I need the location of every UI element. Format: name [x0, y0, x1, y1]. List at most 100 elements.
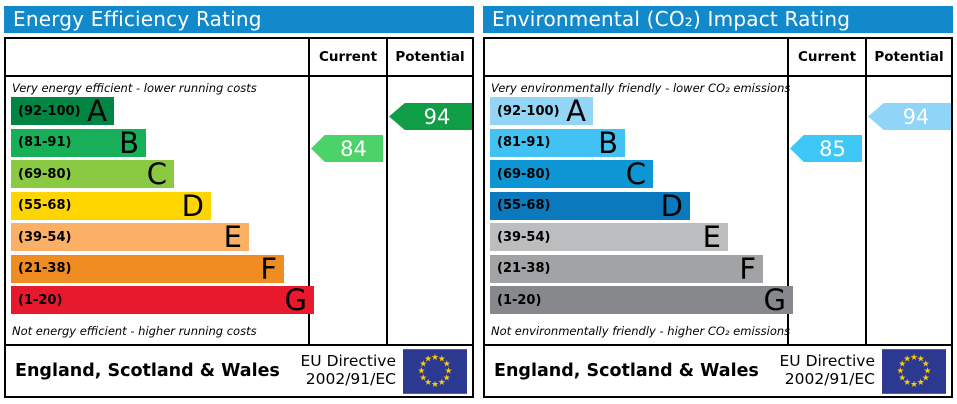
header-row — [6, 39, 472, 77]
column-divider — [308, 39, 310, 344]
svg-text:★: ★ — [922, 373, 930, 383]
rating-bands: (92-100) A (81-91) B (69-80) C (55-68) D… — [11, 97, 314, 318]
column-divider — [386, 39, 388, 344]
rating-band-b: (81-91) B — [490, 125, 625, 160]
band-letter: G — [284, 283, 307, 317]
rating-band-g: (1-20) G — [490, 283, 793, 317]
current-rating-value: 85 — [819, 136, 846, 161]
svg-text:★: ★ — [910, 380, 918, 390]
potential-rating-value: 94 — [902, 104, 930, 129]
svg-text:★: ★ — [897, 366, 905, 376]
current-rating-arrow: 85 — [790, 135, 862, 162]
rating-band-e: (39-54) E — [490, 220, 728, 254]
potential-rating-arrow: 94 — [389, 103, 472, 130]
eu-directive-line1: EU Directive — [779, 352, 876, 371]
rating-band-c: (69-80) C — [490, 157, 653, 191]
band-letter: E — [223, 220, 242, 254]
band-range-label: (81-91) — [497, 135, 551, 150]
svg-text:★: ★ — [438, 354, 446, 364]
potential-column-header: Potential — [874, 49, 944, 65]
rating-band-f: (21-38) F — [490, 251, 763, 286]
band-letter: A — [566, 94, 586, 128]
band-letter: C — [625, 157, 646, 191]
svg-text:★: ★ — [418, 366, 426, 376]
rating-band-e: (39-54) E — [11, 220, 249, 254]
potential-rating-value: 94 — [423, 104, 451, 129]
band-range-label: (81-91) — [18, 135, 72, 150]
band-letter: G — [763, 283, 786, 317]
svg-text:★: ★ — [431, 352, 439, 362]
band-letter: D — [660, 188, 683, 223]
eu-directive-label: EU Directive 2002/91/EC — [779, 352, 876, 389]
band-letter: A — [87, 94, 107, 128]
top-caption: Very environmentally friendly - lower CO… — [491, 81, 791, 95]
svg-text:★: ★ — [922, 359, 930, 369]
environmental-impact-panel: Environmental (CO₂) Impact Rating Curren… — [483, 6, 953, 398]
rating-chart: Current Potential Very environmentally f… — [483, 37, 953, 346]
svg-text:★: ★ — [445, 366, 453, 376]
svg-text:★: ★ — [917, 354, 925, 364]
band-range-label: (21-38) — [18, 261, 72, 276]
rating-band-a: (92-100) A — [11, 94, 114, 128]
panel-footer: England, Scotland & Wales EU Directive 2… — [4, 344, 474, 398]
eu-directive-line2: 2002/91/EC — [784, 370, 875, 388]
svg-text:★: ★ — [443, 373, 451, 383]
band-range-label: (21-38) — [497, 261, 551, 276]
column-divider — [865, 39, 867, 344]
svg-text:★: ★ — [419, 373, 427, 383]
eu-directive-label: EU Directive 2002/91/EC — [300, 352, 397, 389]
svg-text:★: ★ — [424, 354, 432, 364]
rating-band-g: (1-20) G — [11, 283, 314, 317]
svg-text:★: ★ — [903, 354, 911, 364]
eu-directive-line1: EU Directive — [300, 352, 397, 371]
band-letter: B — [119, 125, 139, 160]
band-range-label: (39-54) — [497, 229, 551, 245]
region-label: England, Scotland & Wales — [15, 361, 280, 381]
svg-text:★: ★ — [917, 378, 925, 388]
rating-band-a: (92-100) A — [490, 94, 593, 128]
band-range-label: (55-68) — [18, 198, 72, 213]
rating-bands: (92-100) A (81-91) B (69-80) C (55-68) D… — [490, 97, 793, 318]
rating-band-f: (21-38) F — [11, 251, 284, 286]
svg-text:★: ★ — [443, 359, 451, 369]
band-range-label: (69-80) — [18, 166, 72, 182]
svg-text:★: ★ — [910, 352, 918, 362]
band-letter: D — [181, 188, 204, 223]
eu-flag-icon: ★★★★★★★★★★★★ — [403, 348, 467, 394]
eu-directive-line2: 2002/91/EC — [305, 370, 396, 388]
rating-band-d: (55-68) D — [11, 188, 211, 223]
panel-footer: England, Scotland & Wales EU Directive 2… — [483, 344, 953, 398]
current-column-header: Current — [797, 49, 857, 65]
column-divider — [787, 39, 789, 344]
region-label: England, Scotland & Wales — [494, 361, 759, 381]
current-column-header: Current — [318, 49, 378, 65]
svg-text:★: ★ — [898, 373, 906, 383]
rating-band-c: (69-80) C — [11, 157, 174, 191]
bottom-caption: Not environmentally friendly - higher CO… — [491, 324, 791, 338]
rating-chart: Current Potential Very energy efficient … — [4, 37, 474, 346]
band-letter: B — [598, 125, 618, 160]
band-range-label: (55-68) — [497, 198, 551, 213]
potential-rating-arrow: 94 — [868, 103, 951, 130]
svg-text:★: ★ — [898, 359, 906, 369]
band-range-label: (39-54) — [18, 229, 72, 245]
band-letter: F — [739, 251, 756, 286]
band-range-label: (1-20) — [497, 292, 542, 308]
svg-text:★: ★ — [438, 378, 446, 388]
rating-band-b: (81-91) B — [11, 125, 146, 160]
panel-title: Environmental (CO₂) Impact Rating — [483, 6, 953, 33]
band-letter: C — [146, 157, 167, 191]
energy-efficiency-panel: Energy Efficiency Rating Current Potenti… — [4, 6, 474, 398]
svg-text:★: ★ — [419, 359, 427, 369]
eu-flag-icon: ★★★★★★★★★★★★ — [882, 348, 946, 394]
svg-text:★: ★ — [431, 380, 439, 390]
band-range-label: (69-80) — [497, 166, 551, 182]
top-caption: Very energy efficient - lower running co… — [12, 81, 257, 95]
band-letter: F — [260, 251, 277, 286]
current-rating-value: 84 — [340, 136, 367, 161]
band-range-label: (92-100) — [18, 103, 81, 119]
rating-band-d: (55-68) D — [490, 188, 690, 223]
band-letter: E — [702, 220, 721, 254]
panel-title: Energy Efficiency Rating — [4, 6, 474, 33]
